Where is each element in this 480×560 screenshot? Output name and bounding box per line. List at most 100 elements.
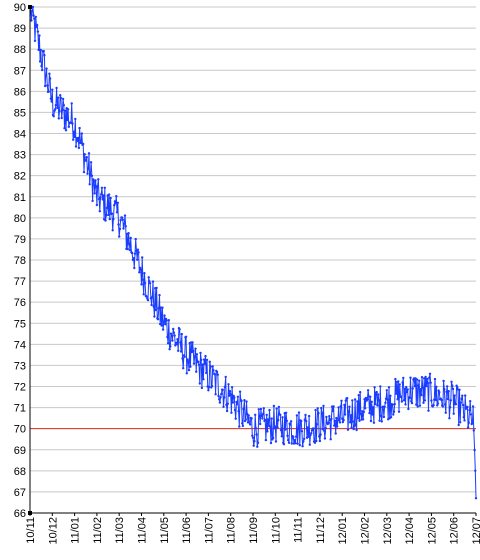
data-point: [361, 418, 365, 421]
data-point: [225, 409, 229, 413]
data-point: [181, 357, 184, 360]
data-point: [243, 399, 246, 402]
data-point: [43, 54, 46, 57]
data-point: [318, 439, 322, 443]
data-point: [136, 248, 140, 251]
data-point: [411, 387, 414, 390]
x-tick-label: 11/02: [92, 517, 104, 544]
y-tick-label: 85: [14, 107, 26, 119]
data-point: [314, 408, 317, 412]
data-point: [392, 410, 396, 413]
data-point: [219, 396, 222, 399]
data-point: [240, 399, 243, 403]
data-point: [450, 380, 453, 383]
data-point: [179, 341, 182, 344]
data-point: [322, 404, 325, 408]
data-point: [440, 398, 443, 402]
data-point: [334, 432, 337, 435]
data-point: [408, 396, 411, 400]
data-point: [41, 68, 44, 72]
data-point: [82, 142, 85, 146]
data-point: [331, 409, 334, 413]
data-point: [141, 256, 144, 259]
data-point: [270, 417, 273, 420]
data-point: [259, 422, 262, 426]
data-point: [329, 438, 332, 441]
data-point: [356, 400, 359, 403]
data-point: [145, 295, 148, 298]
data-point: [169, 345, 172, 348]
x-tick-label: 11/03: [114, 517, 126, 544]
y-tick-label: 86: [14, 86, 26, 98]
data-point: [105, 206, 109, 210]
data-point: [354, 423, 358, 426]
data-point: [122, 227, 125, 230]
data-point: [163, 314, 166, 317]
data-point: [318, 435, 321, 438]
data-point: [213, 373, 217, 376]
x-tick-label: 10/12: [47, 517, 59, 545]
data-point: [410, 401, 414, 405]
data-point: [233, 408, 237, 412]
data-point: [474, 469, 477, 472]
data-point: [464, 407, 468, 410]
grid-lines: [30, 6, 476, 493]
data-point: [428, 376, 431, 379]
y-tick-label: 77: [14, 276, 26, 288]
data-point: [233, 396, 236, 399]
data-point: [148, 280, 151, 283]
y-axis-tick-labels: 66 67 68 69 70 71 72 73 74 75 76 77 78 79 80 81 82 83 84 85…: [14, 2, 26, 520]
data-point: [315, 423, 319, 426]
data-point: [372, 421, 376, 424]
data-point: [207, 389, 210, 392]
data-point: [474, 497, 478, 500]
data-point: [279, 413, 282, 417]
data-point: [160, 324, 163, 327]
series-layer: [28, 5, 478, 515]
data-point: [172, 331, 176, 334]
data-point: [310, 432, 313, 435]
data-point: [87, 167, 90, 170]
data-point: [230, 411, 233, 414]
data-point: [121, 218, 125, 221]
data-point: [343, 403, 346, 407]
data-point: [235, 400, 238, 404]
data-point: [32, 14, 35, 17]
data-point: [238, 425, 241, 428]
data-point: [115, 211, 119, 214]
data-point: [107, 213, 110, 217]
data-point: [468, 408, 471, 412]
data-point: [230, 386, 234, 389]
data-point: [87, 152, 91, 155]
data-point: [178, 328, 181, 331]
data-point: [347, 410, 350, 413]
data-point: [418, 379, 421, 382]
data-point: [33, 17, 36, 20]
data-point: [389, 416, 393, 419]
data-point: [104, 219, 107, 222]
data-point: [387, 386, 391, 389]
data-point: [434, 398, 437, 402]
data-point: [405, 390, 409, 394]
data-point: [297, 427, 300, 431]
x-tick-label: 12/05: [426, 517, 438, 545]
data-point: [252, 444, 255, 447]
data-point: [323, 429, 326, 432]
data-point: [304, 413, 307, 417]
data-point: [441, 405, 445, 408]
data-point: [200, 358, 203, 362]
data-point: [459, 421, 462, 424]
data-point: [315, 439, 318, 443]
data-point: [348, 421, 352, 424]
data-point: [282, 442, 286, 446]
data-point: [447, 390, 450, 393]
data-point: [123, 222, 126, 225]
data-point: [86, 172, 89, 175]
data-point: [262, 407, 265, 410]
data-point: [162, 321, 165, 324]
data-point: [189, 365, 192, 368]
data-point: [175, 342, 178, 346]
x-tick-label: 11/09: [248, 517, 260, 544]
data-point: [210, 384, 214, 388]
data-point: [449, 399, 452, 402]
